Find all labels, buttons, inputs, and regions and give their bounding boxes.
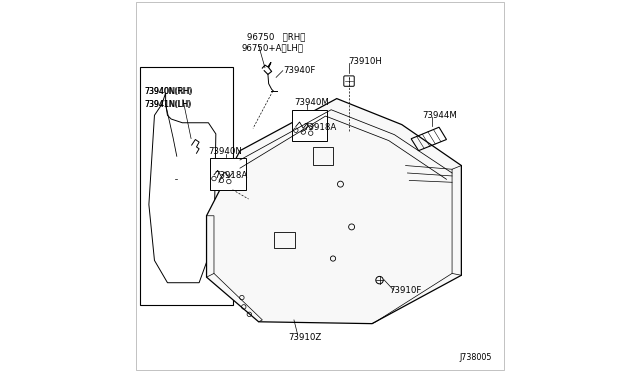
Text: 73940M: 73940M bbox=[294, 98, 329, 107]
Text: 73944M: 73944M bbox=[422, 111, 457, 120]
Text: 73941N(LH): 73941N(LH) bbox=[145, 100, 192, 109]
Bar bbox=[292, 110, 328, 141]
Text: 73910Z: 73910Z bbox=[289, 333, 322, 342]
Polygon shape bbox=[207, 99, 461, 324]
Bar bbox=[140, 67, 232, 305]
Bar bbox=[313, 147, 333, 165]
Bar bbox=[275, 231, 295, 248]
Text: 96750   〈RH〉: 96750 〈RH〉 bbox=[248, 33, 306, 42]
Bar bbox=[211, 158, 246, 190]
Text: 73940N(RH): 73940N(RH) bbox=[145, 87, 192, 96]
FancyBboxPatch shape bbox=[344, 76, 354, 86]
Text: 73918A: 73918A bbox=[214, 171, 247, 180]
Text: 73940N(RH): 73940N(RH) bbox=[145, 87, 193, 96]
Text: 73910H: 73910H bbox=[348, 57, 382, 66]
Text: 96750+A〈LH〉: 96750+A〈LH〉 bbox=[242, 43, 304, 52]
Text: 73940F: 73940F bbox=[283, 66, 315, 75]
Text: 73940N: 73940N bbox=[209, 147, 243, 156]
Text: 73918A: 73918A bbox=[303, 123, 337, 132]
Text: J738005: J738005 bbox=[460, 353, 492, 362]
Text: 73941N(LH): 73941N(LH) bbox=[145, 100, 191, 109]
Text: 73910F: 73910F bbox=[389, 286, 421, 295]
